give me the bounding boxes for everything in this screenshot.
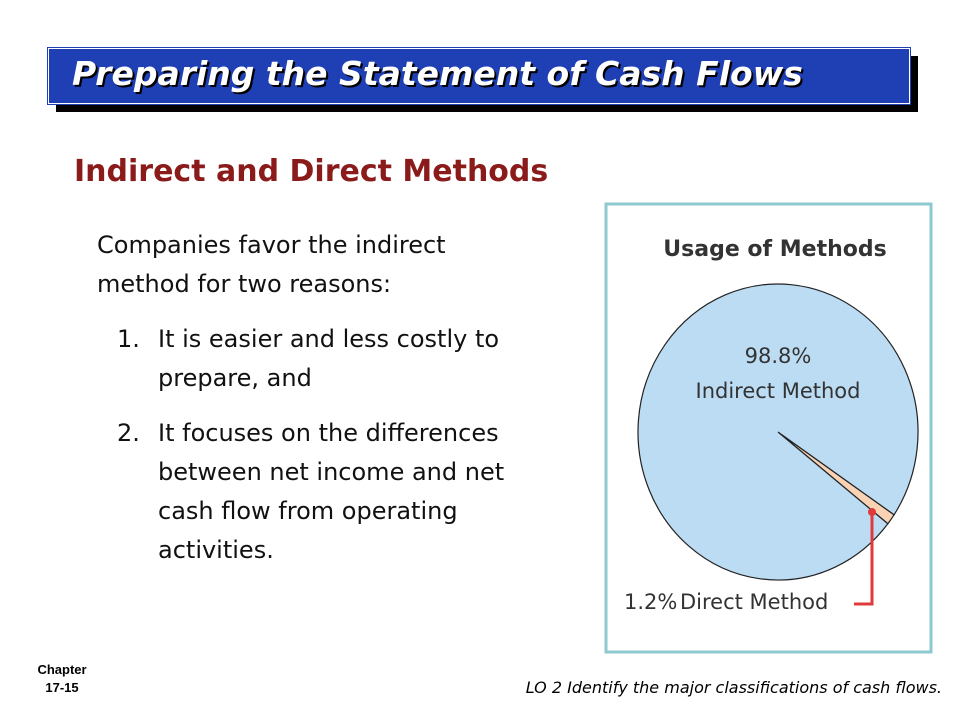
chart-frame [604, 202, 933, 654]
pie [637, 283, 919, 581]
chapter: Chapter [37, 662, 87, 677]
item-text: It is easier and less costly to prepare,… [158, 325, 500, 392]
leader-dot [868, 508, 876, 516]
category-label: Direct Method [680, 590, 828, 614]
pie-slice [637, 283, 919, 581]
leader-line [854, 512, 874, 606]
value-label: 1.2% [624, 590, 677, 614]
title: Preparing the Statement of Cash Flows [72, 54, 803, 93]
item-number: 1. [117, 325, 140, 353]
intro: Companies favor the indirect method for … [97, 231, 446, 298]
category-label: Indirect Method [696, 379, 861, 403]
objective: LO 2 Identify the major classifications … [525, 678, 942, 697]
item-number: 2. [117, 419, 140, 447]
title-bar [47, 47, 911, 105]
chart-title: Usage of Methods [663, 237, 886, 262]
page-number: 17-15 [45, 680, 79, 695]
value-label: 98.8% [745, 344, 812, 368]
item-text: It focuses on the differences between ne… [158, 419, 505, 564]
subtitle: Indirect and Direct Methods [74, 154, 549, 189]
